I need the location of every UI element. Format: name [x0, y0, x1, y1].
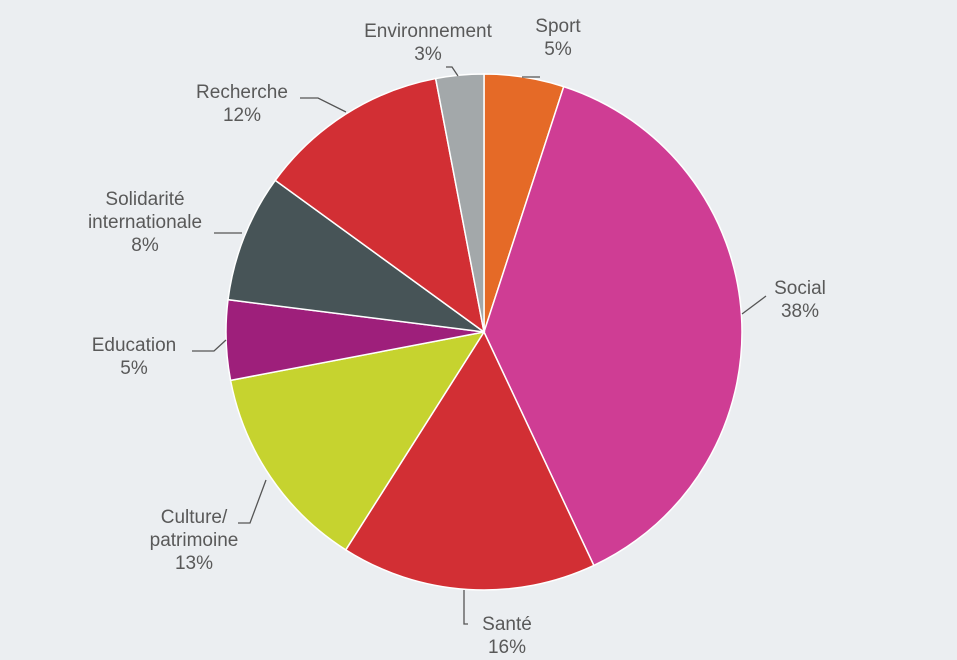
slice-label-3: Culture/patrimoine 13% — [150, 507, 239, 574]
pie-slice-2 — [344, 330, 595, 591]
slice-label-1: Social 38% — [774, 278, 826, 322]
slice-label-6: Recherche 12% — [196, 82, 288, 126]
slice-name-line-5: internationale — [88, 212, 202, 233]
slice-label-2: Santé 16% — [482, 614, 532, 658]
slice-name-line-7: Environnement — [364, 21, 493, 42]
leader-lines — [192, 66, 767, 625]
slice-percent-6: 12% — [223, 105, 261, 126]
pie-slice-7 — [434, 73, 485, 333]
pie-slices — [225, 73, 743, 591]
slice-name-line-0: Sport — [535, 16, 581, 37]
slice-name-line-3: Culture/ — [161, 507, 228, 528]
slice-name-line-4: Education — [92, 335, 177, 356]
slice-percent-7: 3% — [414, 44, 442, 65]
slice-label-4: Education 5% — [92, 335, 177, 379]
slice-percent-2: 16% — [488, 637, 526, 658]
slice-name-line-5: Solidarité — [105, 189, 184, 210]
leader-line-7 — [446, 66, 459, 77]
slice-percent-3: 13% — [175, 553, 213, 574]
slice-label-0: Sport 5% — [535, 16, 581, 60]
pie-slice-5 — [227, 179, 485, 333]
slice-label-7: Environnement 3% — [364, 21, 493, 65]
leader-line-4 — [192, 339, 227, 352]
pie-slice-1 — [483, 85, 743, 567]
pie-slice-3 — [229, 330, 486, 551]
leader-line-1 — [741, 295, 767, 315]
leader-line-6 — [300, 97, 347, 113]
slice-name-line-1: Social — [774, 278, 826, 299]
leader-line-2 — [463, 590, 468, 625]
slice-percent-5: 8% — [131, 235, 159, 256]
slice-percent-4: 5% — [120, 358, 148, 379]
slice-name-line-2: Santé — [482, 614, 532, 635]
pie-slice-6 — [274, 77, 486, 334]
slice-name-line-3: patrimoine — [150, 530, 239, 551]
slice-percent-1: 38% — [781, 301, 819, 322]
slice-percent-0: 5% — [544, 39, 572, 60]
slice-name-line-6: Recherche — [196, 82, 288, 103]
leader-line-3 — [238, 479, 267, 524]
slice-labels: Sport 5%Social 38%Santé 16%Culture/patrimoi… — [88, 16, 826, 658]
slice-label-5: Solidarité internationale 8% — [88, 189, 202, 256]
